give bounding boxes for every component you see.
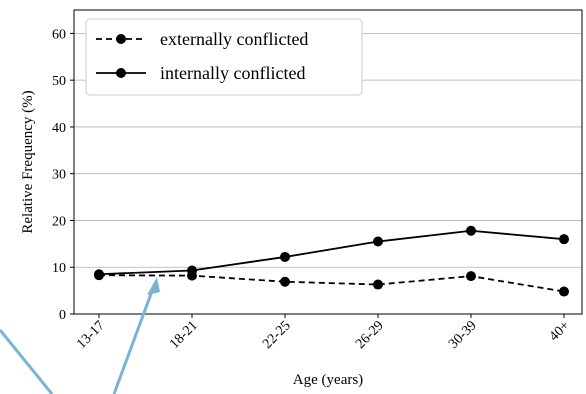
data-point [559,286,569,297]
data-point [280,276,290,287]
y-tick-label: 10 [52,261,66,276]
y-tick-label: 20 [52,214,66,229]
legend-label: externally conflicted [160,29,308,49]
y-tick-label: 0 [59,308,66,323]
y-tick-label: 60 [52,27,66,42]
data-point [373,279,383,290]
data-point [94,269,104,280]
annotation-arrows [0,277,160,394]
y-tick-label: 40 [52,121,66,136]
series-line-1 [98,229,565,276]
legend-marker [116,68,126,78]
x-tick-label: 30-39 [446,318,480,352]
data-point [559,234,569,245]
data-point [373,236,383,247]
plot-frame [73,9,583,315]
annotation-arrowhead [147,277,160,295]
data-point [466,225,476,236]
legend-box [85,18,363,96]
annotation-line [0,329,54,394]
y-axis-label: Relative Frequency (%) [20,90,36,233]
data-point [187,265,197,276]
x-axis-ticks: 13-17 18-21 22-25 26-29 30-39 40+ [74,314,573,352]
y-tick-label: 30 [52,168,66,183]
annotation-arrow-line [112,282,157,394]
x-axis-label: Age (years) [293,372,363,388]
legend-label: internally conflicted [160,63,305,83]
series-group [94,225,569,297]
x-tick-label: 40+ [547,318,573,344]
data-point [280,251,290,262]
x-tick-label: 18-21 [167,318,201,352]
legend: externally conflicted internally conflict… [85,18,363,96]
data-point [466,271,476,282]
x-tick-label: 26-29 [353,318,387,352]
y-axis-ticks: 0 10 20 30 40 50 60 [52,27,74,323]
series-line-0 [98,274,565,293]
y-tick-label: 50 [52,74,66,89]
x-tick-label: 13-17 [74,318,108,352]
legend-marker [116,34,126,44]
x-tick-label: 22-25 [260,318,294,352]
